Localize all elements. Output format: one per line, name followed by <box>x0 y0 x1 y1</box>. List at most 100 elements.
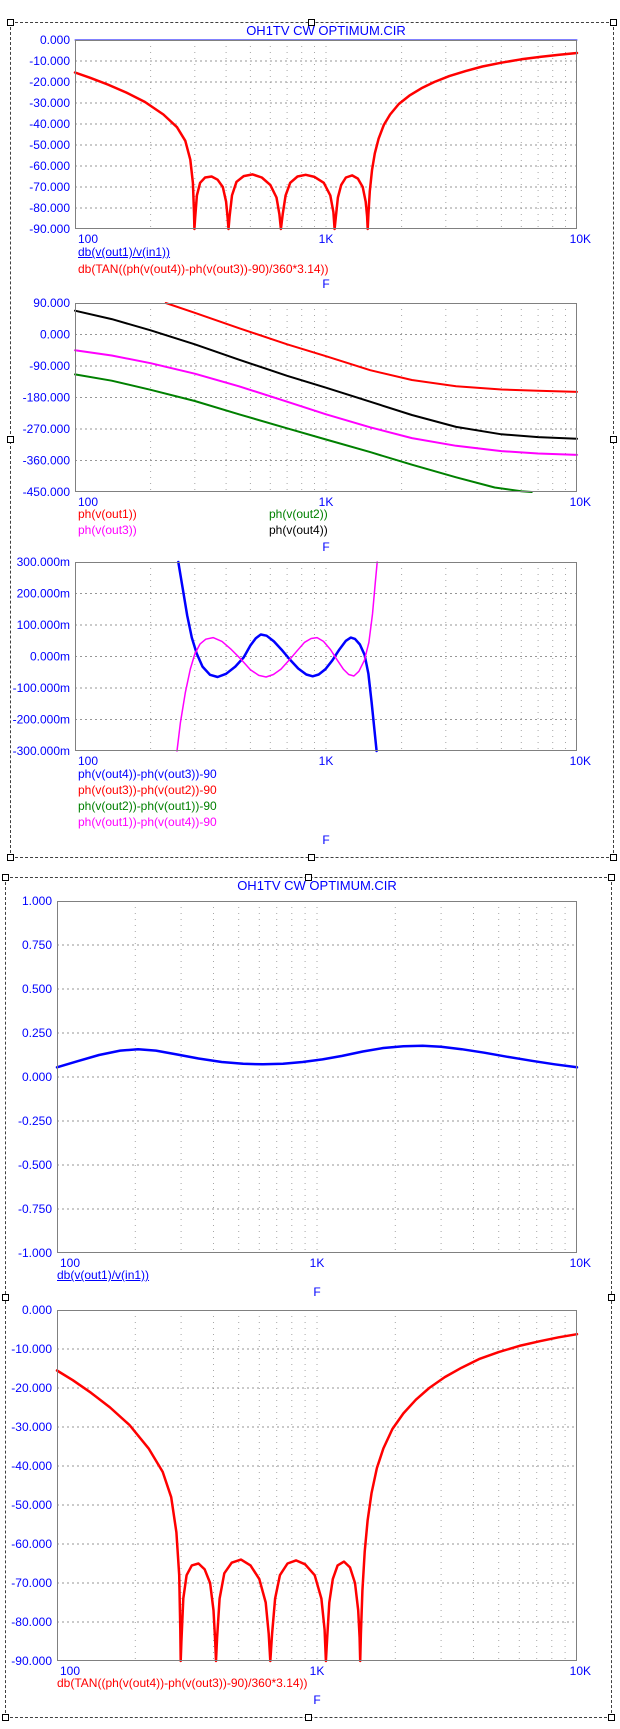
x-axis-name-5: F <box>313 1693 321 1707</box>
x-tick-label: 1K <box>319 754 334 768</box>
plot-title-1: OH1TV CW OPTIMUM.CIR <box>246 23 406 38</box>
x-axis-name-1: F <box>322 277 330 291</box>
y-tick-label: -30.000 <box>11 1420 52 1434</box>
series-db-tan-ph-v-out4-ph-v-out3-90-360-3-14- <box>55 1332 579 1663</box>
resize-handle-e[interactable] <box>608 1294 615 1301</box>
y-tick-label: 0.000 <box>40 33 70 47</box>
x-axis-name-3: F <box>322 833 330 847</box>
waveform-label-ph-out2[interactable]: ph(v(out2)) <box>269 507 328 521</box>
x-axis-name-2: F <box>322 540 330 554</box>
plot-frame <box>57 1310 577 1661</box>
y-tick-label: -80.000 <box>11 1615 52 1629</box>
y-tick-label: -70.000 <box>29 180 70 194</box>
y-tick-label: -40.000 <box>11 1459 52 1473</box>
resize-handle-se[interactable] <box>610 854 617 861</box>
waveform-label-diff-32[interactable]: ph(v(out3))-ph(v(out2))-90 <box>78 783 217 797</box>
resize-handle-ne[interactable] <box>608 874 615 881</box>
y-tick-label: -100.000m <box>13 681 70 695</box>
y-tick-label: 1.000 <box>22 894 52 908</box>
x-tick-label: 100 <box>78 495 98 509</box>
y-tick-label: -300.000m <box>13 744 70 758</box>
analysis-plot-window-2[interactable]: OH1TV CW OPTIMUM.CIR 1.000 0.750 0.500 0.25… <box>2 874 615 1721</box>
y-tick-label: -90.000 <box>29 359 70 373</box>
y-tick-label: -30.000 <box>29 96 70 110</box>
series-db-v-out1-v-in1- <box>55 1044 579 1069</box>
series-ph-v-out4-ph-v-out3-90 <box>177 560 378 753</box>
x-tick-label: 100 <box>78 754 98 768</box>
resize-handle-n[interactable] <box>308 19 315 26</box>
waveform-label-diff-14[interactable]: ph(v(out1))-ph(v(out4))-90 <box>78 815 217 829</box>
y-tick-label: -50.000 <box>11 1498 52 1512</box>
x-tick-label: 10K <box>570 1664 591 1678</box>
x-tick-label: 100 <box>60 1664 80 1678</box>
y-tick-label: -1.000 <box>18 1246 52 1260</box>
resize-handle-s[interactable] <box>308 854 315 861</box>
resize-handle-se[interactable] <box>608 1714 615 1721</box>
resize-handle-ne[interactable] <box>610 19 617 26</box>
y-tick-label: -80.000 <box>29 201 70 215</box>
y-tick-label: -20.000 <box>29 75 70 89</box>
waveform-label-db-tan-2[interactable]: db(TAN((ph(v(out4))-ph(v(out3))-90)/360*… <box>57 1676 308 1690</box>
y-tick-label: -270.000 <box>23 422 71 436</box>
plot-frame <box>75 562 577 751</box>
x-tick-label: 1K <box>310 1256 325 1270</box>
plot-canvas-db-linear: 1.000 0.750 0.500 0.250 0.000 -0.250 -0.500 -0.… <box>18 894 591 1270</box>
x-axis-name-4: F <box>313 1285 321 1299</box>
x-tick-label: 100 <box>60 1256 80 1270</box>
resize-handle-n[interactable] <box>305 874 312 881</box>
y-tick-label: -180.000 <box>23 391 71 405</box>
y-tick-label: 0.250 <box>22 1026 52 1040</box>
x-tick-label: 10K <box>570 754 591 768</box>
series-ph-v-out2- <box>74 373 533 493</box>
waveform-label-diff-21[interactable]: ph(v(out2))-ph(v(out1))-90 <box>78 799 217 813</box>
waveform-label-db-tan[interactable]: db(TAN((ph(v(out4))-ph(v(out3))-90)/360*… <box>78 262 329 276</box>
waveform-label-diff-43[interactable]: ph(v(out4))-ph(v(out3))-90 <box>78 767 217 781</box>
resize-handle-sw[interactable] <box>2 1714 9 1721</box>
waveform-label-ph-out1[interactable]: ph(v(out1)) <box>78 507 137 521</box>
waveform-label-ph-out4[interactable]: ph(v(out4)) <box>269 523 328 537</box>
series-ph-v-out1-ph-v-out4-90 <box>176 561 378 752</box>
y-tick-label: -10.000 <box>29 54 70 68</box>
plot-canvas-phase-difference: 300.000m 200.000m 100.000m 0.000m -100.000m -… <box>13 555 591 768</box>
y-tick-label: -20.000 <box>11 1381 52 1395</box>
resize-handle-nw[interactable] <box>2 874 9 881</box>
resize-handle-nw[interactable] <box>7 19 14 26</box>
analysis-plot-window-1[interactable]: OH1TV CW OPTIMUM.CIR 0.000 -10.000 -20.000… <box>7 19 617 861</box>
x-tick-label: 100 <box>78 232 98 246</box>
y-tick-label: 0.000 <box>40 328 70 342</box>
y-tick-label: -50.000 <box>29 138 70 152</box>
series-db-tan-ph-v-out4-ph-v-out3-90-360-3-14- <box>73 51 579 231</box>
series-ph-v-out4- <box>74 309 578 440</box>
y-tick-label: -40.000 <box>29 117 70 131</box>
resize-handle-w[interactable] <box>2 1294 9 1301</box>
y-tick-label: -60.000 <box>29 159 70 173</box>
y-tick-label: 100.000m <box>17 618 70 632</box>
x-tick-label: 10K <box>570 232 591 246</box>
series-ph-v-out3- <box>74 349 578 456</box>
y-tick-label: 0.000m <box>30 650 70 664</box>
y-tick-label: -450.000 <box>23 485 71 499</box>
resize-handle-s[interactable] <box>305 1714 312 1721</box>
x-tick-label: 10K <box>570 1256 591 1270</box>
waveform-label-db-out1-2[interactable]: db(v(out1)/v(in1)) <box>57 1268 150 1282</box>
x-tick-label: 1K <box>319 495 334 509</box>
plot-canvas-phase: 90.000 0.000 -90.000 -180.000 -270.000 -360.0… <box>23 296 591 509</box>
y-tick-label: 0.500 <box>22 982 52 996</box>
y-tick-label: -90.000 <box>29 222 70 236</box>
y-tick-label: -70.000 <box>11 1576 52 1590</box>
y-tick-label: 200.000m <box>17 587 70 601</box>
y-tick-label: 0.750 <box>22 938 52 952</box>
series-ph-v-out1- <box>164 302 578 393</box>
plot-title-2: OH1TV CW OPTIMUM.CIR <box>237 878 397 893</box>
resize-handle-sw[interactable] <box>7 854 14 861</box>
y-tick-label: -360.000 <box>23 454 71 468</box>
plot-canvas-magnitude-bottom: 0.000 -10.000 -20.000 -30.000 -40.000 -50.000… <box>11 1303 591 1678</box>
y-tick-label: -60.000 <box>11 1537 52 1551</box>
waveform-label-ph-out3[interactable]: ph(v(out3)) <box>78 523 137 537</box>
resize-handle-e[interactable] <box>610 436 617 443</box>
y-tick-label: -0.250 <box>18 1114 52 1128</box>
y-tick-label: 90.000 <box>33 296 70 310</box>
y-tick-label: 300.000m <box>17 555 70 569</box>
waveform-label-db-out1[interactable]: db(v(out1)/v(in1)) <box>78 245 171 259</box>
resize-handle-w[interactable] <box>7 436 14 443</box>
